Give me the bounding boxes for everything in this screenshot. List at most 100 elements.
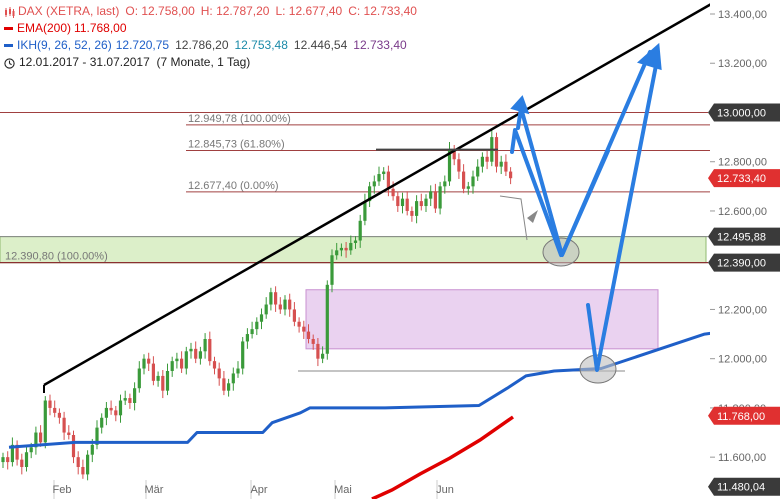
candle-body bbox=[415, 201, 419, 216]
candle-body bbox=[15, 444, 19, 460]
ikh-value-1: 12.720,75 bbox=[115, 38, 170, 52]
candle-body bbox=[10, 444, 14, 463]
y-tick-label: 12.800,00 bbox=[718, 157, 767, 169]
period-row: 12.01.2017 - 31.07.2017 (7 Monate, 1 Tag… bbox=[4, 54, 423, 71]
price-label-bg bbox=[708, 406, 780, 425]
candle-body bbox=[269, 292, 273, 305]
candles-layer bbox=[1, 129, 513, 481]
candle-body bbox=[400, 198, 405, 207]
candle-body bbox=[288, 299, 292, 310]
candle-body bbox=[499, 161, 503, 167]
clock-icon bbox=[4, 57, 15, 69]
ikh-label: IKH(9, 26, 52, 26) bbox=[17, 38, 112, 52]
candle-body bbox=[156, 375, 160, 381]
y-tick-label: 13.200,00 bbox=[718, 58, 767, 70]
candle-body bbox=[485, 156, 489, 162]
forecast-arrow-2 bbox=[586, 53, 660, 372]
candle-body bbox=[57, 412, 61, 418]
forecast-arrow-1b bbox=[510, 128, 563, 257]
candle-body bbox=[368, 186, 372, 202]
candle-body bbox=[34, 432, 38, 448]
candle-body bbox=[429, 191, 433, 199]
ikh-value-5: 12.733,40 bbox=[353, 38, 407, 52]
candle-body bbox=[396, 196, 400, 207]
candle-body bbox=[175, 358, 179, 362]
trendline bbox=[43, 1, 714, 387]
candle-body bbox=[255, 321, 259, 330]
x-tick-label: Mär bbox=[145, 484, 164, 496]
candle-body bbox=[443, 181, 447, 187]
candle-body bbox=[335, 250, 339, 256]
period-text: 12.01.2017 - 31.07.2017 (7 Monate, 1 Tag… bbox=[19, 55, 251, 69]
candle-body bbox=[76, 457, 80, 468]
close-value: C: 12.733,40 bbox=[348, 4, 417, 18]
ikh-swatch-icon bbox=[4, 44, 13, 47]
open-value: O: 12.758,00 bbox=[125, 4, 195, 18]
candle-body bbox=[419, 201, 423, 207]
candle-body bbox=[278, 304, 282, 310]
instrument-name: DAX (XETRA, last) bbox=[18, 4, 120, 18]
high-value: H: 12.787,20 bbox=[200, 4, 270, 18]
candle-body bbox=[137, 368, 141, 389]
candle-body bbox=[358, 220, 362, 241]
low-value: L: 12.677,40 bbox=[275, 4, 343, 18]
candle-body bbox=[405, 198, 409, 211]
candle-body bbox=[43, 400, 47, 443]
x-tick-label: Feb bbox=[53, 484, 72, 496]
drawings-layer bbox=[43, 1, 714, 393]
candle-body bbox=[62, 417, 66, 433]
candle-body bbox=[231, 373, 235, 384]
candle-body bbox=[349, 242, 353, 251]
price-label-bg bbox=[708, 103, 780, 122]
arrow-head-1 bbox=[510, 95, 530, 115]
fib-label: 12.949,78 (100.00%) bbox=[188, 113, 291, 125]
candle-body bbox=[241, 341, 245, 369]
candle-body bbox=[170, 361, 174, 371]
candle-body bbox=[264, 304, 268, 315]
candle-body bbox=[180, 358, 184, 369]
candle-body bbox=[104, 407, 108, 418]
y-axis: 13.400,00 13.200,00 12.800,00 12.600,00 12.2… bbox=[708, 0, 780, 499]
candle-body bbox=[494, 137, 499, 167]
candle-body bbox=[109, 407, 113, 411]
candle-body bbox=[1, 457, 5, 463]
small-forecast-line bbox=[499, 195, 528, 241]
candle-body bbox=[466, 186, 470, 189]
candle-body bbox=[339, 247, 343, 251]
candle-body bbox=[67, 432, 71, 436]
candle-body bbox=[292, 309, 296, 322]
ikh-value-3: 12.753,48 bbox=[234, 38, 288, 52]
candle-body bbox=[184, 351, 188, 369]
candle-body bbox=[90, 444, 94, 455]
instrument-row: DAX (XETRA, last) O: 12.758,00 H: 12.787… bbox=[4, 3, 423, 20]
candle-body bbox=[363, 201, 367, 221]
candle-body bbox=[194, 348, 198, 359]
candle-body bbox=[81, 467, 85, 475]
candle-body bbox=[302, 326, 306, 332]
candle-body bbox=[325, 284, 329, 354]
candle-body bbox=[118, 400, 123, 416]
ema-swatch-icon bbox=[4, 27, 13, 30]
candle-body bbox=[330, 255, 334, 285]
price-label: 11.768,00 bbox=[717, 411, 765, 423]
candle-body bbox=[6, 457, 10, 463]
candle-body bbox=[372, 181, 376, 187]
y-tick-label: 12.600,00 bbox=[718, 206, 767, 218]
y-tick-label: 12.000,00 bbox=[718, 354, 767, 366]
candle-body bbox=[161, 375, 165, 391]
candle-body bbox=[147, 358, 151, 364]
candle-body bbox=[123, 398, 127, 401]
ema-label: EMA(200) bbox=[17, 21, 72, 35]
candle-body bbox=[114, 410, 118, 416]
candle-body bbox=[410, 210, 414, 216]
candle-body bbox=[344, 247, 348, 251]
candle-body bbox=[480, 156, 484, 167]
ema-value: 11.768,00 bbox=[74, 21, 127, 35]
ikh-value-2: 12.786,20 bbox=[175, 38, 229, 52]
candle-body bbox=[476, 166, 480, 177]
candle-body bbox=[71, 435, 76, 458]
candle-body bbox=[39, 432, 43, 443]
candle-body bbox=[198, 351, 202, 359]
candle-body bbox=[471, 176, 475, 187]
